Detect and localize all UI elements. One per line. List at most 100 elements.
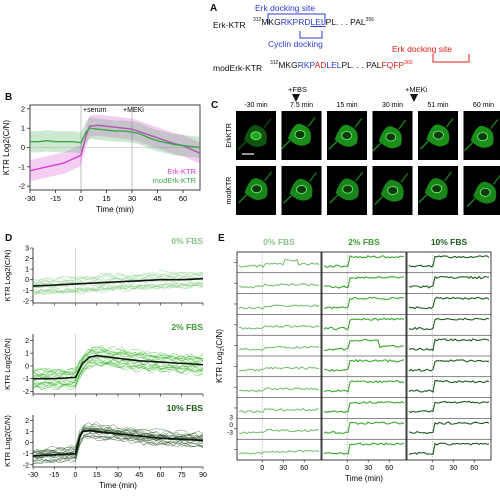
column-header: 10% FBS [431,237,468,247]
seq-rd: RD [298,17,311,27]
y-tick-label: -1 [23,451,29,458]
y-tick-label: 1 [25,429,29,436]
y-label-main: KTR Log [215,351,224,383]
y-tick-label: -2 [23,389,29,396]
cell-trace [323,296,405,310]
time-label: 15 min [336,102,357,109]
x-tick-label: -15 [49,472,59,479]
mod-end: 360 [404,60,413,67]
mod-erk-ktr-name: modErk-KTR [213,63,263,73]
nucleus [251,184,263,194]
subpanel-label: 10% FBS [167,403,204,413]
cell-trace [32,274,204,287]
panel-c-fbs: +FBS [288,85,307,94]
cell-process [263,118,272,129]
x-tick-label: 90 [199,472,207,479]
x-tick-label: 30 [279,465,287,472]
cell-process [329,194,339,204]
cell-trace [408,255,490,268]
cell-trace [323,276,405,289]
cell-trace [323,442,405,456]
nucleus [431,184,443,194]
cell-trace [32,359,204,388]
cell-trace [32,436,204,462]
cell-process [328,141,338,151]
x-tick-label: 60 [179,194,187,203]
nucleus [294,130,306,139]
cell-trace [32,344,204,373]
x-tick-label: 30 [364,465,372,472]
cell-trace [32,351,204,378]
x-tick-label: 75 [178,472,186,479]
y-axis-label: KTR Log2(C/N) [3,249,12,301]
cell-trace [32,424,204,454]
x-tick-label: 30 [449,465,457,472]
cell-trace [32,356,204,386]
cell-trace [32,282,204,294]
column-header: 0% FBS [263,237,295,247]
x-tick-label: 60 [157,472,165,479]
panel-b-letter: B [5,92,13,103]
panel-d-letter: D [5,233,13,244]
time-label: -30 min [244,102,267,109]
nucleus [477,132,489,142]
cell-trace [32,274,204,285]
y-axis-label: KTR Log2(C/N) [2,120,11,175]
series-line-0 [29,124,201,172]
cell-trace [32,434,204,464]
x-axis-label: Time (min) [345,474,383,483]
cell-process [307,117,316,127]
cell-process [490,119,499,129]
erk-ktr-start: 312 [253,17,262,24]
time-label: 7.5 min [290,102,313,109]
x-axis-label: Time (min) [99,481,137,490]
panel-d-chart: -2 -1 0 1 2 3 0% FBS KTR Log2(C/N) -2 -1 0 1 2 2% FBS… [3,236,207,490]
y-tick-label: -2 [18,182,25,191]
cell-trace [238,258,320,268]
cell-trace [238,283,320,289]
cell-trace [324,338,405,351]
cell-trace [408,400,490,414]
x-tick-label: -30 [28,472,38,479]
nucleus [250,131,262,141]
cell-trace [323,421,405,435]
cell-trace [408,317,490,331]
x-tick-label: 0 [260,465,264,472]
series-band-0 [30,114,200,182]
y-tick-label: -3 [227,429,233,436]
cell-trace [408,421,490,435]
cell-trace [238,449,320,455]
cell-trace [32,431,204,460]
cell-trace [32,427,204,456]
cell-trace [32,272,204,284]
cell-trace [32,435,204,464]
seq-lel: LEL [310,17,326,27]
cell-trace [408,338,490,352]
cell-process [309,172,317,182]
cell-process [398,119,407,130]
cell-trace [408,275,490,289]
x-tick-label: -30 [25,194,36,203]
fbs-arrow-icon [292,94,300,102]
x-tick-label: -15 [50,194,61,203]
y-tick-label: 0 [21,143,25,152]
cell-trace [32,354,204,382]
cell-trace [32,349,204,379]
y-label-sub: 2 [220,348,226,351]
cell-trace [323,255,405,268]
erk-docking-label: Erk docking site [255,3,315,13]
y-tick-label: 0 [25,277,29,284]
seq-post: PL. . . PAL [325,17,366,27]
cyclin-docking-label: Cyclin docking [268,39,323,49]
cell-trace [323,317,405,331]
cell-trace [238,407,320,414]
nucleus [387,186,399,195]
x-tick-label: 0 [79,194,83,203]
erk-ktr-end: 356 [365,17,374,24]
cell-trace [32,363,204,391]
x-tick-label: 45 [153,194,161,203]
y-tick-label: 2 [25,338,29,345]
x-tick-label: 60 [385,465,393,472]
subpanel-label: 2% FBS [171,322,203,332]
